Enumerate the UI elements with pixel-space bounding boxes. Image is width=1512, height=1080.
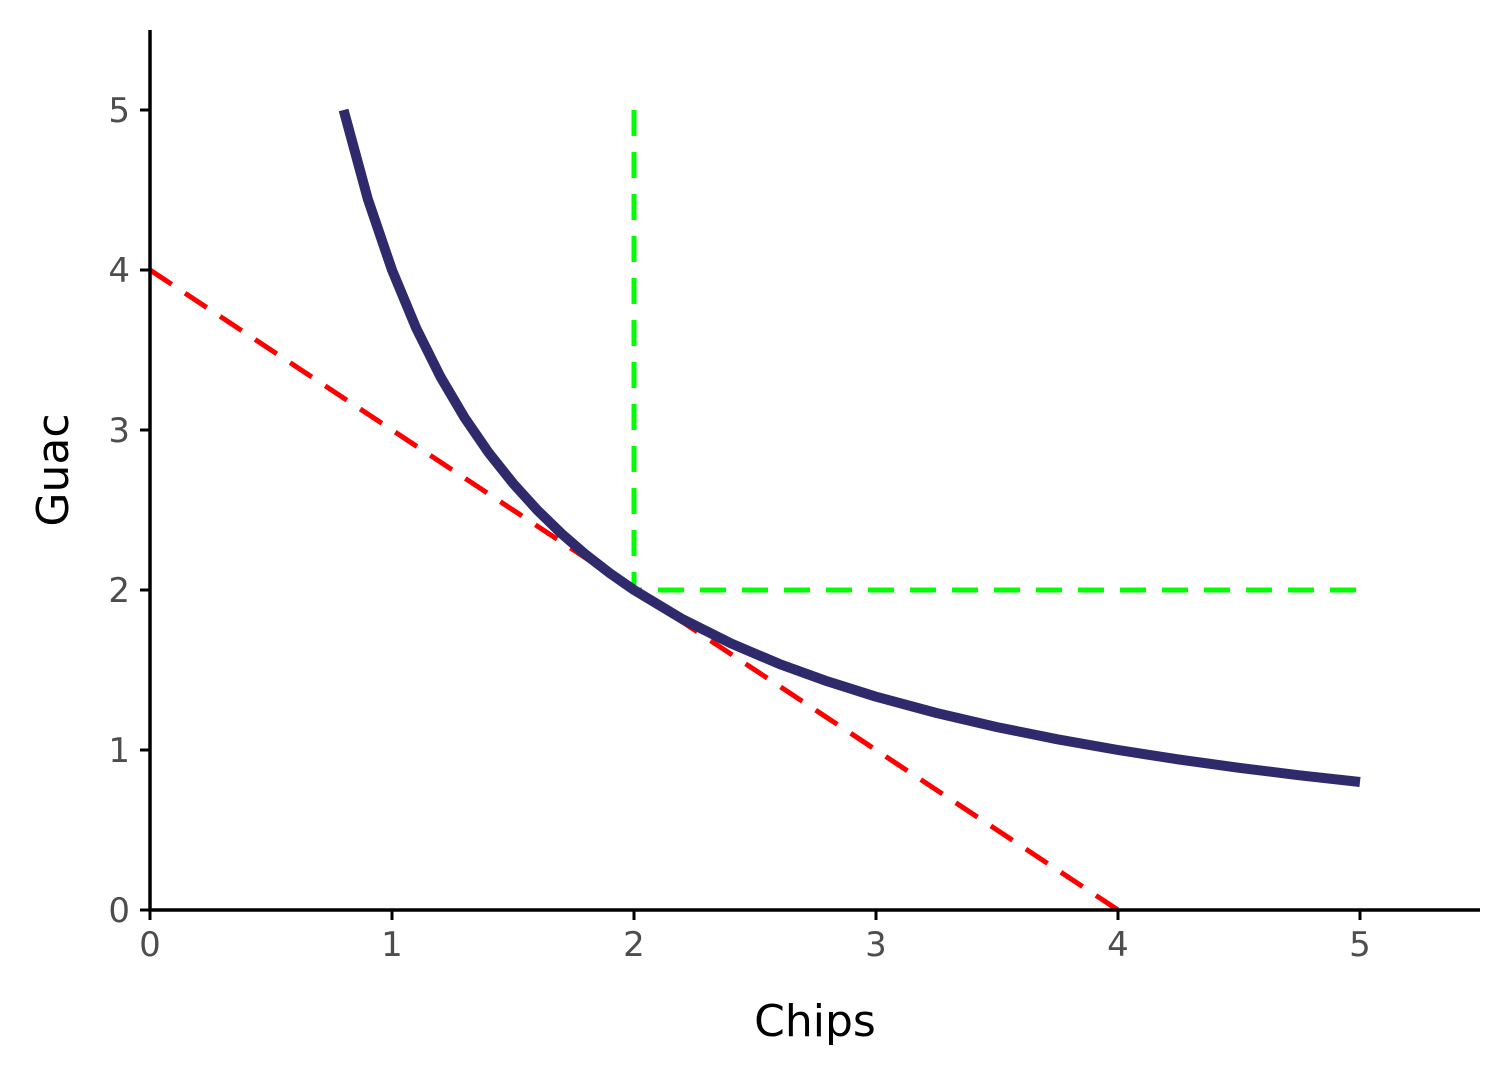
x-axis-title: Chips [754, 996, 876, 1047]
budget-line [148, 267, 1120, 913]
y-tick-label-2: 2 [108, 571, 130, 611]
x-tick-label-2: 2 [623, 925, 645, 965]
axes-layer [148, 30, 1480, 912]
y-tick-label-5: 5 [108, 91, 130, 131]
x-tick-label-4: 4 [1107, 925, 1129, 965]
x-tick-label-1: 1 [381, 925, 403, 965]
ticks-layer: 0 1 2 3 4 5 0 1 2 3 4 5 [108, 91, 1370, 965]
series-layer [148, 108, 1361, 913]
x-tick-label-0: 0 [139, 925, 161, 965]
perfect-complements-line [631, 110, 1360, 593]
y-tick-label-3: 3 [108, 411, 130, 451]
y-axis-title: Guac [28, 413, 79, 526]
y-tick-label-1: 1 [108, 731, 130, 771]
y-tick-label-0: 0 [108, 891, 130, 931]
x-tick-label-5: 5 [1349, 925, 1371, 965]
indifference-curve [338, 108, 1361, 787]
y-tick-label-4: 4 [108, 251, 130, 291]
x-tick-label-3: 3 [865, 925, 887, 965]
